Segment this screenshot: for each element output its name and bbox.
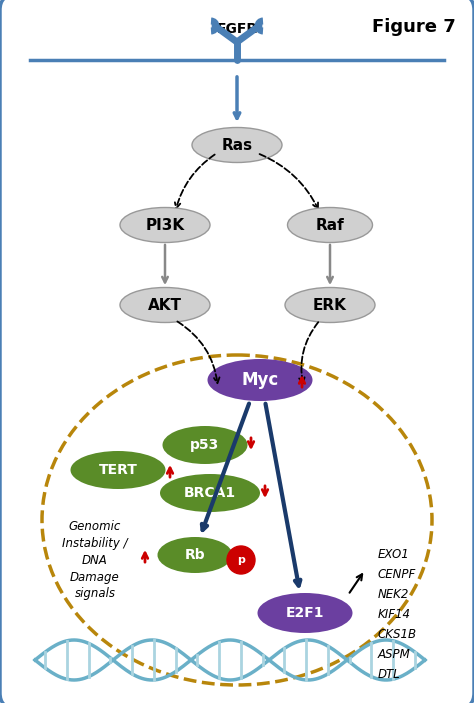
Ellipse shape bbox=[160, 474, 260, 512]
Text: BRCA1: BRCA1 bbox=[184, 486, 236, 500]
Ellipse shape bbox=[120, 288, 210, 323]
Ellipse shape bbox=[120, 207, 210, 243]
Text: TERT: TERT bbox=[99, 463, 137, 477]
Text: CENPF: CENPF bbox=[378, 569, 416, 581]
Text: EXO1: EXO1 bbox=[378, 548, 410, 562]
Ellipse shape bbox=[285, 288, 375, 323]
Text: E2F1: E2F1 bbox=[286, 606, 324, 620]
Text: NEK2: NEK2 bbox=[378, 588, 410, 602]
Text: Raf: Raf bbox=[316, 217, 345, 233]
Text: CKS1B: CKS1B bbox=[378, 628, 417, 642]
Text: AKT: AKT bbox=[148, 297, 182, 313]
Ellipse shape bbox=[163, 426, 247, 464]
Text: Ras: Ras bbox=[221, 138, 253, 153]
Text: PI3K: PI3K bbox=[146, 217, 184, 233]
Ellipse shape bbox=[288, 207, 373, 243]
Text: p53: p53 bbox=[191, 438, 219, 452]
Text: p: p bbox=[237, 555, 245, 565]
Ellipse shape bbox=[257, 593, 353, 633]
Text: EGFR: EGFR bbox=[217, 22, 257, 36]
Ellipse shape bbox=[208, 359, 312, 401]
Circle shape bbox=[227, 546, 255, 574]
Text: Genomic
Instability /
DNA
Damage
signals: Genomic Instability / DNA Damage signals bbox=[62, 520, 128, 600]
Ellipse shape bbox=[192, 127, 282, 162]
Ellipse shape bbox=[157, 537, 233, 573]
Text: ASPM: ASPM bbox=[378, 648, 411, 662]
Text: Figure 7: Figure 7 bbox=[372, 18, 456, 36]
Text: DTL: DTL bbox=[378, 669, 401, 681]
Text: ERK: ERK bbox=[313, 297, 347, 313]
Ellipse shape bbox=[71, 451, 165, 489]
Text: Myc: Myc bbox=[241, 371, 279, 389]
Text: KIF14: KIF14 bbox=[378, 609, 411, 621]
Text: Rb: Rb bbox=[185, 548, 205, 562]
